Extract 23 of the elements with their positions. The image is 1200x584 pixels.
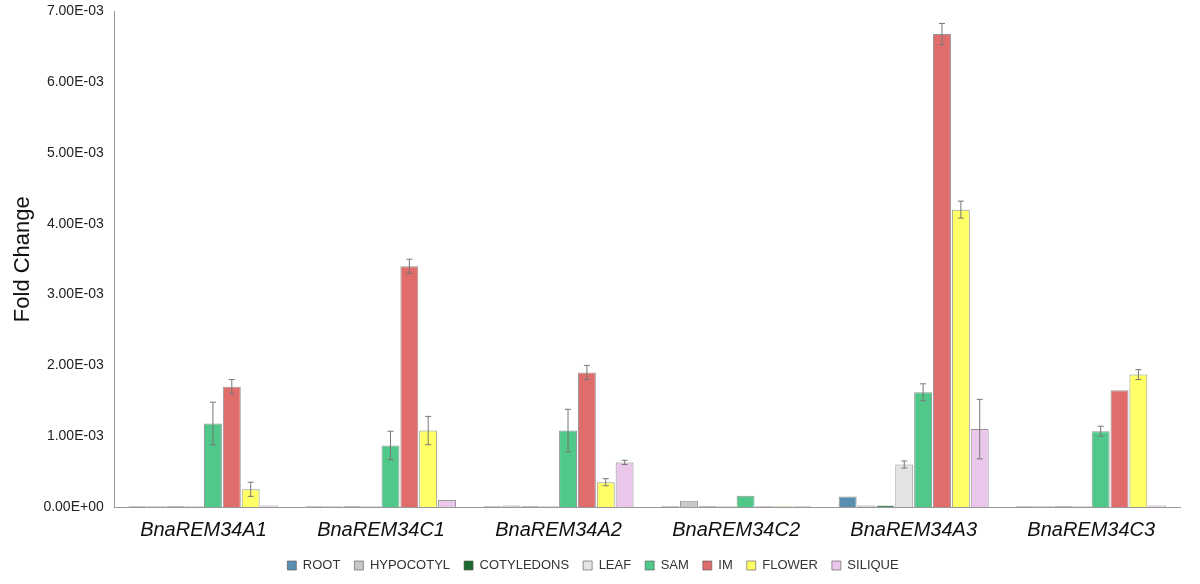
y-tick-label: 2.00E-03 xyxy=(46,356,104,373)
y-tick-label: 3.00E-03 xyxy=(46,285,104,302)
legend-label: ROOT xyxy=(302,557,341,573)
y-tick-label: 7.00E-03 xyxy=(46,2,104,19)
legend-label: HYPOCOTYL xyxy=(369,557,451,573)
legend-label: SILIQUE xyxy=(847,557,899,573)
legend-label: COTYLEDONS xyxy=(479,557,570,573)
x-tick-label: BnaREM34C1 xyxy=(317,517,445,540)
legend-label: LEAF xyxy=(598,557,632,573)
y-tick-label: 6.00E-03 xyxy=(46,73,104,90)
y-tick-label: 0.00E+00 xyxy=(43,497,104,514)
x-tick-label: BnaREM34A3 xyxy=(850,517,978,540)
x-tick-label: BnaREM34A2 xyxy=(495,517,622,540)
legend-label: IM xyxy=(718,557,733,573)
legend-label: FLOWER xyxy=(762,557,818,573)
x-tick-label: BnaREM34C3 xyxy=(1027,517,1156,540)
y-tick-label: 1.00E-03 xyxy=(46,427,104,444)
y-tick-label: 5.00E-03 xyxy=(46,143,104,160)
x-tick-label: BnaREM34A1 xyxy=(140,517,267,540)
y-tick-label: 4.00E-03 xyxy=(46,214,104,231)
x-tick-label: BnaREM34C2 xyxy=(672,517,801,540)
legend-label: SAM xyxy=(660,557,689,573)
y-axis-title: Fold Change xyxy=(9,196,35,323)
